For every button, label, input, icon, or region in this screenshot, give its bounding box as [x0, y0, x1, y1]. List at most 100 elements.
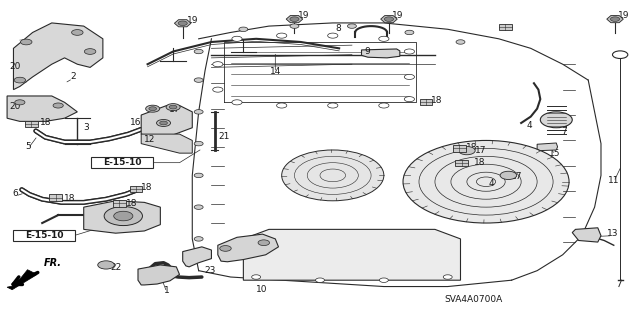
Text: 19: 19	[392, 11, 404, 20]
Text: 5: 5	[25, 142, 31, 151]
Circle shape	[212, 62, 223, 67]
Text: 9: 9	[364, 47, 370, 56]
Circle shape	[194, 78, 203, 82]
Text: 18: 18	[466, 143, 477, 152]
Polygon shape	[572, 228, 601, 242]
FancyBboxPatch shape	[130, 186, 143, 192]
Circle shape	[290, 24, 299, 28]
Circle shape	[282, 150, 384, 201]
Polygon shape	[182, 247, 211, 267]
Text: 1: 1	[164, 286, 170, 295]
Circle shape	[149, 107, 157, 111]
Polygon shape	[537, 143, 557, 151]
Circle shape	[53, 103, 63, 108]
Circle shape	[15, 100, 25, 105]
Text: 7: 7	[561, 127, 567, 136]
Circle shape	[380, 278, 388, 282]
Text: 4: 4	[488, 179, 494, 188]
Circle shape	[220, 246, 231, 251]
Circle shape	[239, 27, 248, 32]
Circle shape	[232, 36, 242, 41]
Text: 4: 4	[527, 121, 532, 130]
Text: 18: 18	[40, 118, 51, 128]
Text: 12: 12	[145, 135, 156, 144]
Polygon shape	[84, 201, 161, 233]
FancyBboxPatch shape	[453, 145, 466, 152]
Text: 21: 21	[218, 132, 230, 141]
Circle shape	[194, 173, 203, 178]
Circle shape	[14, 77, 26, 83]
Text: 20: 20	[9, 102, 20, 111]
Circle shape	[403, 140, 569, 223]
Text: 14: 14	[269, 67, 281, 76]
Polygon shape	[362, 49, 400, 58]
Text: 18: 18	[141, 183, 152, 192]
Text: 10: 10	[255, 285, 267, 293]
FancyBboxPatch shape	[456, 160, 468, 166]
Polygon shape	[174, 20, 191, 27]
Text: 19: 19	[186, 16, 198, 25]
FancyBboxPatch shape	[113, 200, 126, 206]
Circle shape	[459, 146, 475, 155]
Circle shape	[20, 39, 32, 45]
Circle shape	[258, 240, 269, 246]
Circle shape	[348, 24, 356, 28]
Text: 16: 16	[131, 117, 142, 127]
Circle shape	[500, 171, 516, 180]
Circle shape	[316, 278, 324, 282]
Circle shape	[404, 97, 415, 102]
Circle shape	[276, 33, 287, 38]
Text: 2: 2	[70, 72, 76, 81]
FancyBboxPatch shape	[25, 121, 38, 127]
Circle shape	[612, 51, 628, 58]
Circle shape	[456, 40, 465, 44]
Circle shape	[98, 261, 115, 269]
Text: 17: 17	[511, 172, 522, 181]
Circle shape	[114, 211, 133, 221]
Text: 18: 18	[431, 96, 442, 105]
Text: E-15-10: E-15-10	[25, 231, 63, 240]
Text: 23: 23	[204, 265, 216, 275]
Circle shape	[84, 49, 96, 54]
Text: 6: 6	[13, 189, 19, 198]
Text: 19: 19	[298, 11, 310, 20]
Polygon shape	[218, 234, 278, 262]
Circle shape	[404, 74, 415, 79]
Text: 17: 17	[475, 146, 486, 155]
Circle shape	[328, 33, 338, 38]
Polygon shape	[141, 134, 192, 153]
Circle shape	[252, 275, 260, 279]
Text: 3: 3	[83, 123, 89, 132]
FancyBboxPatch shape	[420, 99, 433, 105]
Text: E-15-10: E-15-10	[103, 158, 141, 167]
FancyBboxPatch shape	[13, 230, 76, 241]
FancyBboxPatch shape	[49, 195, 62, 201]
Text: 20: 20	[9, 62, 20, 71]
Circle shape	[611, 17, 620, 21]
Polygon shape	[138, 265, 179, 285]
Circle shape	[170, 105, 177, 109]
Circle shape	[72, 30, 83, 35]
Circle shape	[104, 206, 143, 226]
Text: 8: 8	[335, 24, 340, 33]
Polygon shape	[607, 16, 623, 23]
Polygon shape	[7, 270, 37, 290]
Circle shape	[194, 110, 203, 114]
Circle shape	[194, 205, 203, 209]
Circle shape	[178, 21, 188, 26]
Text: FR.: FR.	[44, 258, 62, 268]
Polygon shape	[7, 96, 77, 122]
Text: 18: 18	[474, 158, 485, 167]
Polygon shape	[381, 16, 397, 23]
Circle shape	[194, 237, 203, 241]
Text: 22: 22	[110, 263, 121, 272]
Circle shape	[405, 30, 414, 35]
Text: 18: 18	[64, 194, 76, 203]
Polygon shape	[141, 106, 192, 137]
Circle shape	[212, 87, 223, 92]
Text: 19: 19	[618, 11, 630, 20]
Circle shape	[385, 17, 394, 21]
Circle shape	[540, 112, 572, 128]
Text: SVA4A0700A: SVA4A0700A	[444, 295, 502, 304]
Polygon shape	[243, 229, 461, 280]
